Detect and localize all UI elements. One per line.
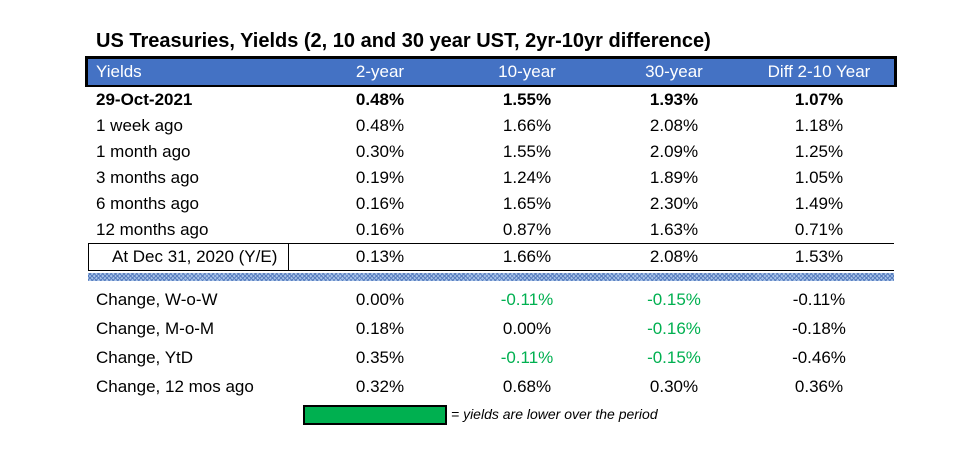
change-row: Change, W-o-W 0.00% -0.11% -0.15% -0.11% bbox=[88, 285, 894, 314]
cell-30-year: -0.16% bbox=[647, 319, 701, 338]
cell-2-year: 0.13% bbox=[355, 247, 405, 266]
cell-10-year: -0.11% bbox=[500, 290, 554, 309]
cell-2-year: 0.19% bbox=[355, 168, 405, 187]
header-yields: Yields bbox=[96, 62, 142, 81]
cell-10-year: 0.68% bbox=[502, 377, 552, 396]
cell-10-year: 0.00% bbox=[502, 319, 552, 338]
cell-diff: -0.46% bbox=[792, 348, 846, 367]
cell-30-year: 2.09% bbox=[649, 142, 699, 161]
cell-30-year: -0.15% bbox=[647, 290, 701, 309]
cell-diff: 1.05% bbox=[794, 168, 844, 187]
cell-diff: 1.25% bbox=[794, 142, 844, 161]
cell-30-year: -0.15% bbox=[647, 348, 701, 367]
cell-2-year: 0.48% bbox=[355, 116, 405, 135]
cell-2-year: 0.00% bbox=[355, 290, 405, 309]
change-row: Change, YtD 0.35% -0.11% -0.15% -0.46% bbox=[88, 343, 894, 372]
header-30-year: 30-year bbox=[645, 62, 703, 81]
cell-2-year: 0.16% bbox=[355, 194, 405, 213]
row-label: At Dec 31, 2020 (Y/E) bbox=[112, 247, 278, 266]
cell-30-year: 0.30% bbox=[649, 377, 699, 396]
table-row-year-end: At Dec 31, 2020 (Y/E) 0.13% 1.66% 2.08% … bbox=[88, 243, 894, 271]
cell-10-year: 1.55% bbox=[502, 142, 552, 161]
row-label: 3 months ago bbox=[96, 168, 200, 187]
cell-2-year: 0.30% bbox=[355, 142, 405, 161]
cell-30-year: 1.93% bbox=[649, 90, 699, 109]
table-row: 6 months ago 0.16% 1.65% 2.30% 1.49% bbox=[88, 191, 894, 217]
cell-10-year: 1.66% bbox=[502, 116, 552, 135]
row-label: Change, W-o-W bbox=[96, 290, 218, 309]
green-legend-swatch bbox=[303, 405, 447, 425]
header-2-year: 2-year bbox=[355, 62, 405, 81]
cell-10-year: 0.87% bbox=[502, 220, 552, 239]
cell-10-year: 1.65% bbox=[502, 194, 552, 213]
cell-2-year: 0.32% bbox=[355, 377, 405, 396]
cell-2-year: 0.16% bbox=[355, 220, 405, 239]
table-row: 1 week ago 0.48% 1.66% 2.08% 1.18% bbox=[88, 113, 894, 139]
cell-diff: 0.36% bbox=[794, 377, 844, 396]
cell-diff: 1.49% bbox=[794, 194, 844, 213]
cell-2-year: 0.35% bbox=[355, 348, 405, 367]
row-label: 1 week ago bbox=[96, 116, 183, 135]
cell-diff: -0.18% bbox=[792, 319, 846, 338]
cell-10-year: -0.11% bbox=[500, 348, 554, 367]
cell-30-year: 2.30% bbox=[649, 194, 699, 213]
cell-diff: 1.18% bbox=[794, 116, 844, 135]
table-row: 3 months ago 0.19% 1.24% 1.89% 1.05% bbox=[88, 165, 894, 191]
row-label: 6 months ago bbox=[96, 194, 200, 213]
table-title: US Treasuries, Yields (2, 10 and 30 year… bbox=[96, 30, 711, 52]
cell-30-year: 2.08% bbox=[649, 247, 699, 266]
cell-10-year: 1.55% bbox=[502, 90, 552, 109]
cell-30-year: 2.08% bbox=[649, 116, 699, 135]
legend-text: = yields are lower over the period bbox=[451, 406, 658, 422]
table-header-row: Yields 2-year 10-year 30-year Diff 2-10 … bbox=[85, 56, 897, 87]
row-label: Change, M-o-M bbox=[96, 319, 215, 338]
cell-2-year: 0.18% bbox=[355, 319, 405, 338]
change-row: Change, M-o-M 0.18% 0.00% -0.16% -0.18% bbox=[88, 314, 894, 343]
cell-diff: 1.07% bbox=[794, 90, 844, 109]
header-diff-2-10-year: Diff 2-10 Year bbox=[767, 62, 871, 81]
cell-2-year: 0.48% bbox=[355, 90, 405, 109]
cell-diff: 0.71% bbox=[794, 220, 844, 239]
row-label: 12 months ago bbox=[96, 220, 209, 239]
cell-diff: 1.53% bbox=[794, 247, 844, 266]
table-row: 12 months ago 0.16% 0.87% 1.63% 0.71% bbox=[88, 217, 894, 243]
row-label: 29-Oct-2021 bbox=[96, 90, 193, 109]
section-divider bbox=[88, 273, 894, 281]
change-row: Change, 12 mos ago 0.32% 0.68% 0.30% 0.3… bbox=[88, 372, 894, 401]
cell-30-year: 1.63% bbox=[649, 220, 699, 239]
cell-10-year: 1.24% bbox=[502, 168, 552, 187]
cell-diff: -0.11% bbox=[792, 290, 846, 309]
cell-30-year: 1.89% bbox=[649, 168, 699, 187]
row-label: Change, YtD bbox=[96, 348, 194, 367]
table-row: 1 month ago 0.30% 1.55% 2.09% 1.25% bbox=[88, 139, 894, 165]
row-label: Change, 12 mos ago bbox=[96, 377, 254, 396]
table-row-current: 29-Oct-2021 0.48% 1.55% 1.93% 1.07% bbox=[88, 87, 894, 113]
yields-table: Yields 2-year 10-year 30-year Diff 2-10 … bbox=[85, 56, 897, 401]
row-label: 1 month ago bbox=[96, 142, 191, 161]
cell-10-year: 1.66% bbox=[502, 247, 552, 266]
header-10-year: 10-year bbox=[498, 62, 556, 81]
